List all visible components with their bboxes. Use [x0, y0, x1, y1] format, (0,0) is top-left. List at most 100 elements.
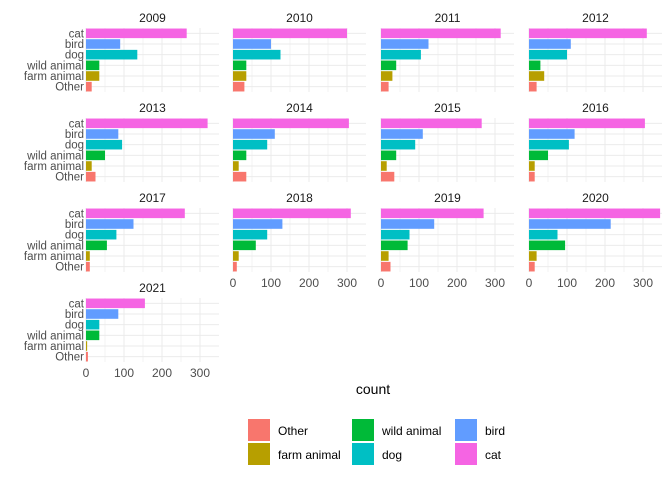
facet-panel-2019: 2019 0 100 200 300 [378, 191, 514, 290]
x-tick-label: 0 [230, 276, 237, 290]
x-tick-label: 100 [557, 276, 577, 290]
facet-panel-2020: 2020 0 100 200 300 [526, 191, 662, 290]
bar-2019-cat [381, 208, 484, 219]
bar-2012-farm-animal [529, 71, 545, 81]
bar-2013-cat [86, 118, 208, 129]
facet-panel-2015: 2015 [380, 101, 514, 182]
facet-title: 2020 [582, 191, 609, 205]
facet-panel-2010: 2010 [232, 11, 366, 92]
facet-panel-2016: 2016 [528, 101, 662, 182]
bar-2010-cat [233, 28, 347, 39]
x-tick-label: 0 [526, 276, 533, 290]
bar-2020-bird [529, 219, 611, 229]
bar-2009-dog [86, 49, 138, 60]
y-tick-label: wild animal [26, 330, 84, 342]
facet-title: 2019 [434, 191, 461, 205]
y-tick-label: dog [65, 230, 84, 242]
x-tick-label: 300 [633, 276, 653, 290]
bar-2017-bird [86, 219, 134, 229]
bar-2014-farm-animal [233, 161, 239, 171]
bar-2014-wild-animal [233, 150, 247, 161]
x-axis-label: count [356, 381, 390, 397]
bar-2018-bird [233, 219, 283, 229]
bar-2013-farm-animal [86, 161, 92, 171]
bar-2009-cat [86, 28, 187, 39]
bar-2021-other [86, 351, 88, 362]
facet-title: 2018 [286, 191, 313, 205]
bar-2019-farm-animal [381, 251, 389, 261]
legend-item-farm-animal: farm animal [248, 443, 341, 465]
legend-item-dog: dog [352, 443, 402, 465]
y-tick-label: Other [55, 172, 84, 184]
facet-title: 2016 [582, 101, 609, 115]
bar-2010-farm-animal [233, 71, 247, 81]
bar-2014-other [233, 171, 247, 182]
x-tick-label: 100 [114, 366, 134, 380]
y-tick-label: wild animal [26, 150, 84, 162]
y-tick-label: farm animal [24, 341, 84, 353]
y-tick-label: farm animal [24, 161, 84, 173]
y-tick-label: cat [69, 28, 85, 40]
bar-2017-other [86, 261, 90, 272]
bar-2021-wild-animal [86, 330, 100, 341]
bar-2020-wild-animal [529, 240, 566, 251]
legend-label: farm animal [278, 448, 341, 462]
bar-2018-farm-animal [233, 251, 239, 261]
legend-swatch [455, 443, 477, 465]
bar-2011-bird [381, 39, 429, 49]
bar-2013-wild-animal [86, 150, 105, 161]
bar-2009-bird [86, 39, 121, 49]
legend-label: Other [278, 424, 308, 438]
legend-label: dog [382, 448, 402, 462]
bar-2011-other [381, 81, 389, 92]
legend-label: bird [485, 424, 505, 438]
bar-2015-bird [381, 129, 423, 139]
bar-2015-wild-animal [381, 150, 397, 161]
legend-label: cat [485, 448, 502, 462]
y-tick-label: cat [69, 298, 85, 310]
y-tick-label: bird [65, 129, 84, 141]
y-tick-label: cat [69, 208, 85, 220]
bar-2013-bird [86, 129, 119, 139]
bar-2020-other [529, 261, 535, 272]
x-tick-label: 0 [83, 366, 90, 380]
bar-2010-other [233, 81, 245, 92]
bar-2016-dog [529, 139, 569, 150]
bar-2019-wild-animal [381, 240, 408, 251]
bar-2016-bird [529, 129, 575, 139]
bar-2009-wild-animal [86, 60, 100, 71]
bar-2012-other [529, 81, 537, 92]
bar-2015-cat [381, 118, 482, 129]
x-tick-label: 200 [152, 366, 172, 380]
bar-2010-wild-animal [233, 60, 247, 71]
bar-2020-cat [529, 208, 661, 219]
bar-2021-dog [86, 319, 100, 330]
bar-2013-dog [86, 139, 123, 150]
bar-2009-other [86, 81, 92, 92]
bar-2018-wild-animal [233, 240, 256, 251]
legend-item-other: Other [248, 419, 308, 441]
bar-2017-cat [86, 208, 185, 219]
facet-title: 2011 [435, 11, 461, 25]
bar-2011-cat [381, 28, 501, 39]
bar-2011-wild-animal [381, 60, 397, 71]
legend-label: wild animal [381, 424, 441, 438]
bar-2015-dog [381, 139, 416, 150]
facet-panel-2012: 2012 [528, 11, 662, 92]
bar-2018-dog [233, 229, 268, 240]
facet-title: 2013 [139, 101, 166, 115]
x-tick-label: 100 [409, 276, 429, 290]
bar-2015-other [381, 171, 395, 182]
bar-2010-bird [233, 39, 271, 49]
y-tick-label: wild animal [26, 60, 84, 72]
facet-title: 2021 [139, 281, 166, 295]
bar-2012-wild-animal [529, 60, 541, 71]
bar-2015-farm-animal [381, 161, 387, 171]
facet-title: 2010 [286, 11, 313, 25]
bar-2013-other [86, 171, 96, 182]
y-tick-label: dog [65, 50, 84, 62]
y-tick-label: Other [55, 262, 84, 274]
